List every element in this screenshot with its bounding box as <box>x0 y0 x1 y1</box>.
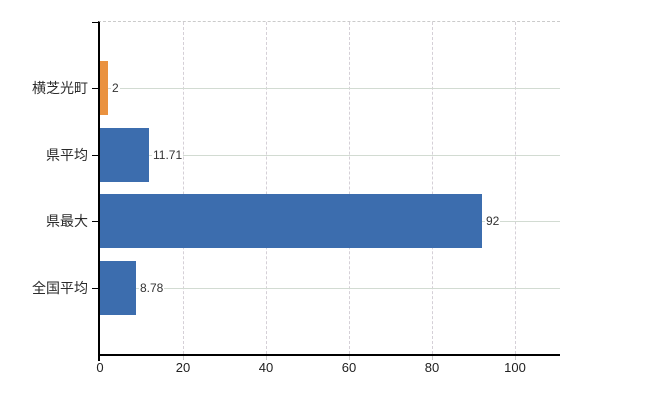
x-tick-label: 0 <box>96 360 104 375</box>
bar <box>100 128 149 182</box>
bar <box>100 194 482 248</box>
y-axis-tick <box>92 221 98 222</box>
vertical-gridline <box>266 22 267 354</box>
bar <box>100 261 136 315</box>
bar-value-label: 92 <box>485 214 501 228</box>
x-tick-label: 40 <box>258 360 274 375</box>
x-tick-label: 100 <box>504 360 526 375</box>
x-tick-label: 80 <box>424 360 440 375</box>
x-axis-tick <box>98 356 100 361</box>
x-axis-tick <box>266 356 267 360</box>
vertical-gridline <box>183 22 184 354</box>
bar-value-label: 11.71 <box>152 148 184 162</box>
bar-value-label: 2 <box>111 81 120 95</box>
category-label: 横芝光町 <box>32 80 88 96</box>
category-label: 全国平均 <box>32 280 88 296</box>
horizontal-gridline <box>100 155 560 156</box>
x-axis-tick <box>432 356 433 360</box>
vertical-gridline <box>349 22 350 354</box>
bar <box>100 61 108 115</box>
category-label: 県平均 <box>46 147 88 163</box>
horizontal-gridline <box>100 288 560 289</box>
x-axis-tick <box>349 356 350 360</box>
category-label: 県最大 <box>46 213 88 229</box>
bar-value-label: 8.78 <box>139 281 165 295</box>
x-axis-tick <box>183 356 184 360</box>
plot-area: 2 11.71 92 8.78 <box>98 21 560 356</box>
y-axis-tick <box>92 22 98 23</box>
horizontal-gridline <box>100 88 560 89</box>
x-axis-tick <box>515 356 516 360</box>
y-axis-tick <box>92 88 98 89</box>
x-tick-label: 20 <box>175 360 191 375</box>
y-axis-tick <box>92 155 98 156</box>
vertical-gridline <box>432 22 433 354</box>
vertical-gridline <box>515 22 516 354</box>
x-tick-label: 60 <box>341 360 357 375</box>
y-axis-tick <box>92 288 98 289</box>
